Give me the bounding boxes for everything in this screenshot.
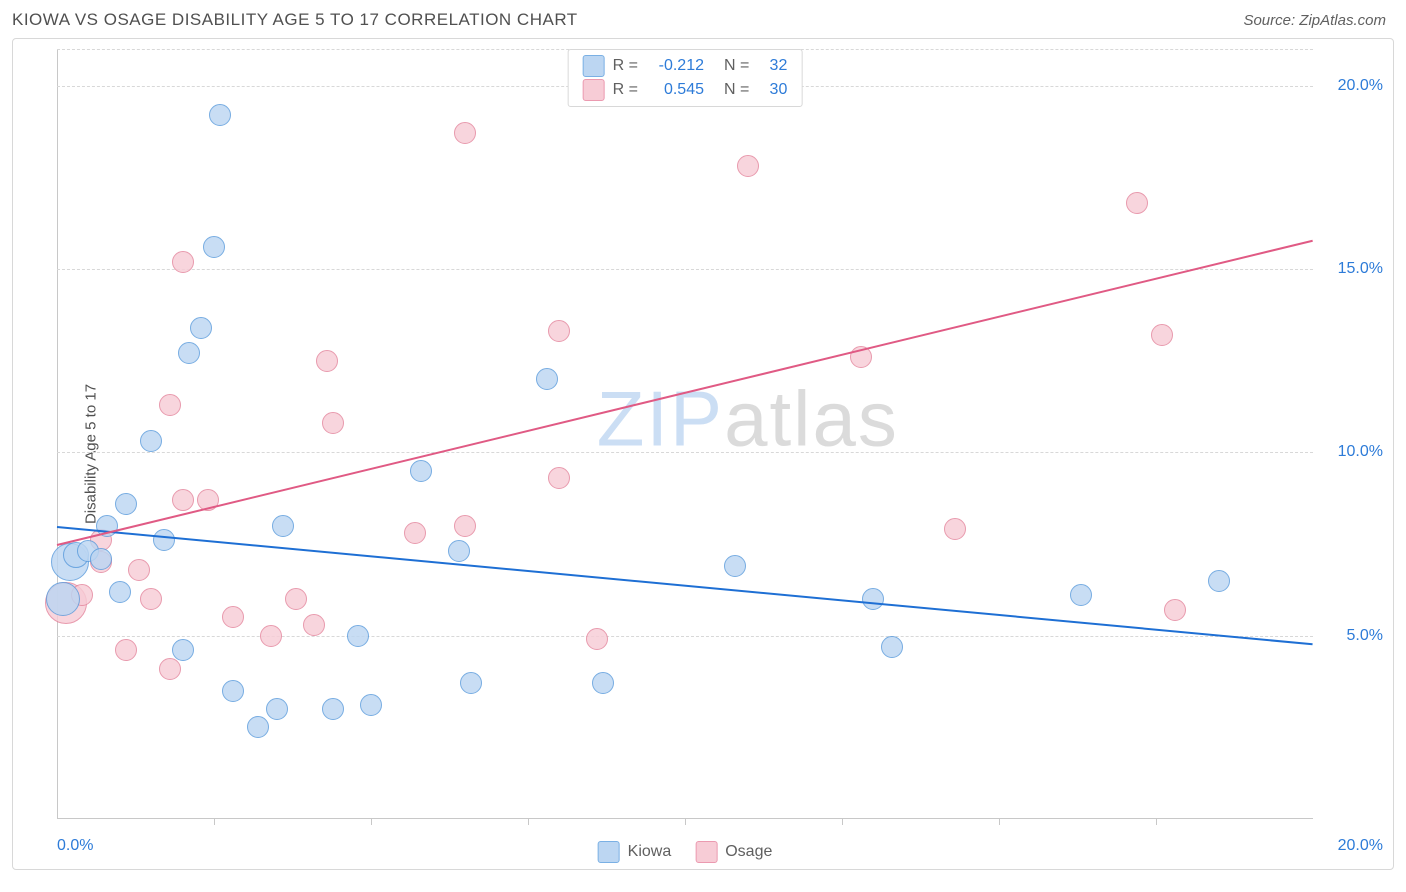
- n-value: 32: [757, 57, 787, 75]
- plot-area: ZIPatlas 5.0%10.0%15.0%20.0%0.0%20.0%R =…: [57, 49, 1313, 819]
- scatter-point: [90, 548, 112, 570]
- chart-container: Disability Age 5 to 17 ZIPatlas 5.0%10.0…: [12, 38, 1394, 870]
- scatter-point: [724, 555, 746, 577]
- y-axis-line: [57, 49, 58, 819]
- scatter-point: [303, 614, 325, 636]
- scatter-point: [316, 350, 338, 372]
- series-legend: Kiowa Osage: [598, 841, 773, 863]
- scatter-point: [222, 606, 244, 628]
- scatter-point: [172, 639, 194, 661]
- source-citation: Source: ZipAtlas.com: [1243, 12, 1386, 29]
- scatter-point: [260, 625, 282, 647]
- watermark: ZIPatlas: [597, 373, 899, 464]
- legend-row: R = -0.212 N = 32: [583, 54, 788, 78]
- legend-label: Osage: [725, 843, 772, 861]
- scatter-point: [140, 588, 162, 610]
- x-tick-label: 0.0%: [57, 837, 93, 855]
- scatter-point: [209, 104, 231, 126]
- scatter-point: [360, 694, 382, 716]
- scatter-point: [115, 639, 137, 661]
- trend-line: [57, 240, 1314, 546]
- scatter-point: [159, 658, 181, 680]
- scatter-point: [1164, 599, 1186, 621]
- legend-swatch: [695, 841, 717, 863]
- scatter-point: [128, 559, 150, 581]
- scatter-point: [454, 515, 476, 537]
- scatter-point: [322, 698, 344, 720]
- x-tick: [685, 819, 686, 825]
- scatter-point: [153, 529, 175, 551]
- scatter-point: [285, 588, 307, 610]
- gridline: [57, 269, 1313, 270]
- scatter-point: [322, 412, 344, 434]
- scatter-point: [737, 155, 759, 177]
- scatter-point: [109, 581, 131, 603]
- scatter-point: [1070, 584, 1092, 606]
- gridline: [57, 636, 1313, 637]
- x-tick: [371, 819, 372, 825]
- scatter-point: [115, 493, 137, 515]
- legend-item: Kiowa: [598, 841, 672, 863]
- x-tick-label: 20.0%: [1338, 837, 1383, 855]
- n-label: N =: [724, 81, 749, 99]
- scatter-point: [881, 636, 903, 658]
- scatter-point: [266, 698, 288, 720]
- scatter-point: [272, 515, 294, 537]
- scatter-point: [448, 540, 470, 562]
- n-value: 30: [757, 81, 787, 99]
- scatter-point: [178, 342, 200, 364]
- scatter-point: [247, 716, 269, 738]
- scatter-point: [944, 518, 966, 540]
- scatter-point: [592, 672, 614, 694]
- r-value: -0.212: [646, 57, 704, 75]
- y-tick-label: 20.0%: [1323, 77, 1383, 95]
- legend-swatch: [583, 55, 605, 77]
- scatter-point: [460, 672, 482, 694]
- gridline: [57, 452, 1313, 453]
- x-tick: [842, 819, 843, 825]
- r-label: R =: [613, 81, 638, 99]
- scatter-point: [410, 460, 432, 482]
- x-tick: [999, 819, 1000, 825]
- correlation-legend: R = -0.212 N = 32 R = 0.545 N = 30: [568, 49, 803, 107]
- scatter-point: [548, 467, 570, 489]
- scatter-point: [140, 430, 162, 452]
- scatter-point: [586, 628, 608, 650]
- scatter-point: [1126, 192, 1148, 214]
- x-tick: [1156, 819, 1157, 825]
- scatter-point: [172, 489, 194, 511]
- chart-title: KIOWA VS OSAGE DISABILITY AGE 5 TO 17 CO…: [12, 10, 578, 30]
- scatter-point: [172, 251, 194, 273]
- x-tick: [214, 819, 215, 825]
- chart-header: KIOWA VS OSAGE DISABILITY AGE 5 TO 17 CO…: [0, 0, 1406, 38]
- scatter-point: [46, 582, 80, 616]
- y-tick-label: 10.0%: [1323, 443, 1383, 461]
- x-tick: [528, 819, 529, 825]
- scatter-point: [203, 236, 225, 258]
- y-tick-label: 15.0%: [1323, 260, 1383, 278]
- y-tick-label: 5.0%: [1323, 627, 1383, 645]
- legend-swatch: [583, 79, 605, 101]
- legend-row: R = 0.545 N = 30: [583, 78, 788, 102]
- legend-item: Osage: [695, 841, 772, 863]
- scatter-point: [1151, 324, 1173, 346]
- scatter-point: [536, 368, 558, 390]
- scatter-point: [159, 394, 181, 416]
- scatter-point: [1208, 570, 1230, 592]
- scatter-point: [548, 320, 570, 342]
- r-value: 0.545: [646, 81, 704, 99]
- n-label: N =: [724, 57, 749, 75]
- scatter-point: [347, 625, 369, 647]
- legend-label: Kiowa: [628, 843, 672, 861]
- scatter-point: [454, 122, 476, 144]
- trend-line: [57, 526, 1313, 646]
- legend-swatch: [598, 841, 620, 863]
- scatter-point: [190, 317, 212, 339]
- scatter-point: [222, 680, 244, 702]
- scatter-point: [862, 588, 884, 610]
- scatter-point: [404, 522, 426, 544]
- r-label: R =: [613, 57, 638, 75]
